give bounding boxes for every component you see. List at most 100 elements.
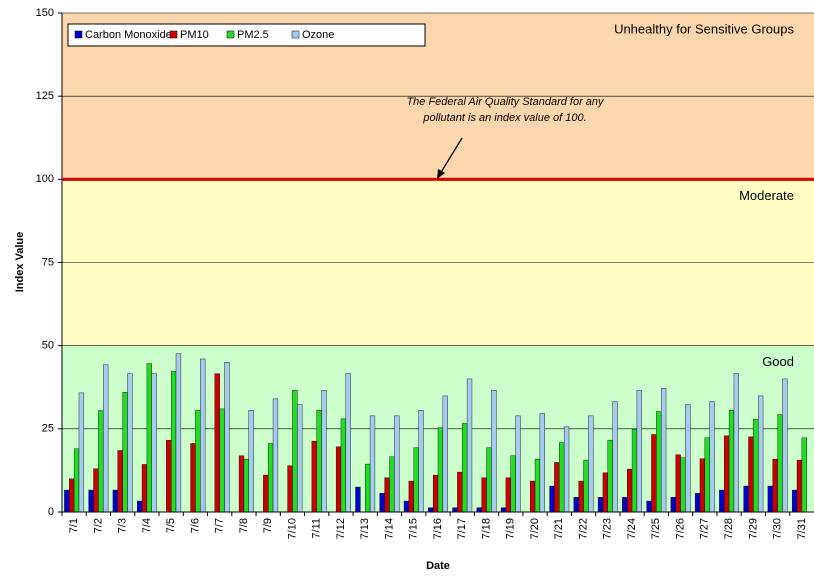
bar [758, 395, 764, 513]
bar [166, 439, 172, 513]
x-tick-label: 7/10 [286, 518, 298, 539]
bar [660, 388, 667, 513]
bar [791, 489, 798, 513]
bar [694, 493, 701, 513]
x-tick-label: 7/23 [602, 518, 614, 539]
bar [151, 373, 157, 513]
y-tick-label: 100 [36, 173, 54, 185]
bar [510, 455, 516, 513]
x-tick-label: 7/4 [141, 518, 153, 533]
bar [73, 448, 80, 513]
y-tick-label: 50 [42, 340, 54, 352]
x-tick-label: 7/15 [408, 518, 420, 539]
bar [481, 477, 487, 513]
x-tick-label: 7/24 [626, 518, 638, 539]
bar [466, 378, 473, 513]
bar [345, 373, 351, 513]
bar [136, 500, 143, 513]
x-tick-label: 7/20 [529, 518, 541, 539]
bar [733, 373, 739, 513]
x-tick-label: 7/2 [92, 518, 104, 533]
legend-label: PM2.5 [237, 29, 269, 41]
bar [267, 443, 274, 513]
annotation-arrow [439, 137, 463, 175]
bar [500, 507, 507, 513]
bar [200, 358, 206, 513]
bar [796, 459, 803, 513]
x-tick-label: 7/22 [577, 518, 589, 539]
bar [583, 459, 589, 513]
bar [602, 472, 609, 513]
bar [563, 426, 570, 513]
bar [355, 486, 361, 513]
bar [224, 362, 230, 513]
bar [559, 442, 565, 513]
bar [365, 463, 371, 513]
legend-swatch [169, 30, 178, 39]
y-tick-label: 125 [36, 90, 54, 102]
bar [112, 489, 118, 513]
bar [505, 477, 511, 513]
x-axis-label: Date [426, 560, 450, 572]
bar [743, 485, 749, 513]
bar [704, 437, 710, 513]
bar [515, 415, 521, 513]
bar [287, 465, 293, 513]
bar [646, 500, 652, 513]
y-axis-label: Index Value [14, 232, 26, 293]
bar [709, 401, 715, 513]
bar [190, 443, 196, 513]
bar [146, 363, 152, 513]
bar [78, 392, 85, 513]
bar [103, 364, 109, 513]
bar [636, 390, 642, 513]
bar [486, 447, 492, 513]
legend-label: Ozone [302, 29, 334, 41]
annotation: pollutant is an index value of 100. [422, 112, 586, 124]
bar [127, 373, 133, 513]
bar [394, 415, 400, 513]
bar [573, 497, 579, 513]
bar [801, 437, 807, 513]
x-tick-label: 7/3 [117, 518, 129, 533]
x-tick-label: 7/25 [650, 518, 662, 539]
bar [442, 395, 448, 513]
bar [316, 410, 322, 513]
bar [554, 462, 560, 513]
annotation: The Federal Air Quality Standard for any [406, 96, 605, 108]
bar [418, 410, 424, 513]
bar [529, 480, 536, 513]
bar [685, 404, 691, 513]
bar [597, 497, 604, 513]
bar [292, 390, 298, 513]
bar [384, 477, 390, 513]
x-tick-label: 7/11 [311, 518, 323, 539]
x-tick-label: 7/26 [674, 518, 686, 539]
x-tick-label: 7/1 [68, 518, 80, 533]
bar [122, 392, 128, 513]
x-tick-label: 7/30 [772, 518, 784, 539]
bar [340, 418, 347, 513]
bar [675, 454, 681, 513]
bar [93, 468, 99, 513]
x-tick-label: 7/27 [699, 518, 711, 539]
bar [607, 439, 613, 513]
bar [432, 474, 439, 513]
zone-label: Moderate [739, 188, 794, 203]
bar [335, 446, 342, 513]
bar [64, 489, 70, 513]
x-tick-label: 7/12 [335, 518, 347, 539]
y-tick-label: 150 [36, 7, 54, 19]
x-tick-label: 7/28 [723, 518, 735, 539]
bar [389, 456, 395, 513]
bar [476, 507, 482, 513]
bar [437, 427, 444, 513]
bar [549, 485, 555, 513]
bar [272, 398, 279, 513]
bar [719, 489, 725, 513]
bar [88, 489, 94, 513]
bar [379, 493, 385, 513]
x-tick-label: 7/14 [383, 518, 395, 539]
bar [219, 408, 225, 513]
